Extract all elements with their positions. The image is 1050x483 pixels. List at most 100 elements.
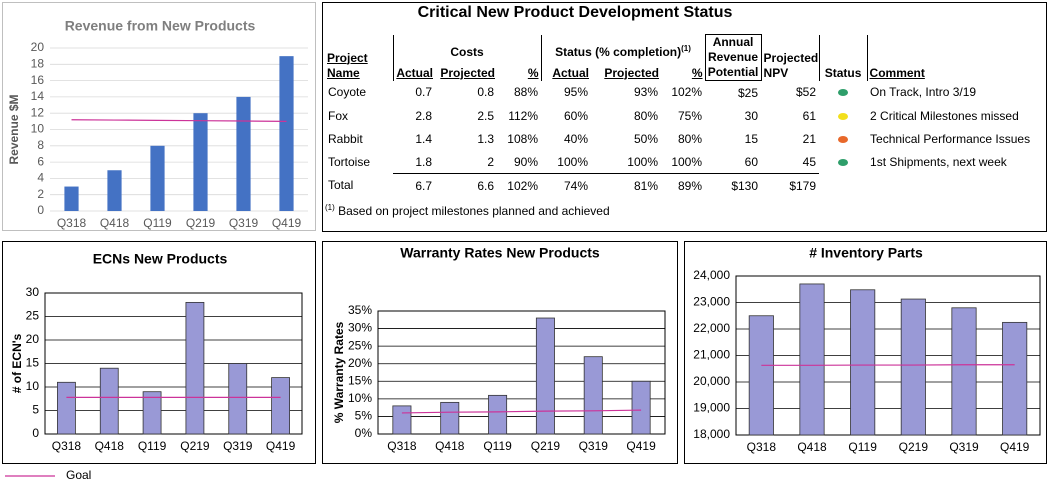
status-dot bbox=[838, 89, 849, 97]
y-tick-label: 10 bbox=[31, 122, 45, 136]
project-name: Tortoise bbox=[328, 154, 371, 169]
bar bbox=[1002, 321, 1028, 436]
sub-header: % bbox=[691, 65, 703, 80]
table-title: Critical New Product Development Status bbox=[417, 4, 733, 21]
total-cell: 102% bbox=[497, 173, 541, 197]
total-row: Total 6.7 6.6 102% 74% 81% 89% $130 $179 bbox=[325, 173, 1045, 197]
y-tick-label: 12 bbox=[31, 105, 45, 119]
total-cell: 89% bbox=[661, 173, 706, 197]
comment: On Track, Intro 3/19 bbox=[870, 85, 977, 100]
x-tick-label: Q219 bbox=[186, 216, 216, 230]
sub-header: % bbox=[527, 65, 539, 80]
y-tick-label: 14 bbox=[31, 89, 45, 103]
x-tick-label: Q219 bbox=[899, 440, 929, 454]
header: Project Name bbox=[327, 50, 368, 80]
cell: 2 bbox=[487, 154, 494, 169]
cell: 45 bbox=[802, 154, 817, 169]
bar bbox=[535, 317, 555, 435]
bar bbox=[142, 391, 162, 435]
table-row: Coyote 0.7 0.8 88% 95% 93% 102% $25 $52 On Track,… bbox=[325, 81, 1045, 105]
cell: 108% bbox=[507, 131, 538, 146]
y-tick-label: 20 bbox=[26, 332, 40, 346]
cell: 1.3 bbox=[477, 131, 494, 146]
footnote-ref: (1) bbox=[681, 44, 691, 54]
project-name: Rabbit bbox=[328, 131, 363, 146]
x-tick-label: Q318 bbox=[747, 440, 777, 454]
cell: 75% bbox=[678, 108, 703, 123]
bar bbox=[440, 401, 460, 435]
cell: 112% bbox=[508, 108, 538, 123]
chart-title: Warranty Rates New Products bbox=[400, 245, 600, 261]
y-tick-label: 0 bbox=[37, 203, 44, 217]
panel bbox=[2, 241, 316, 464]
panel bbox=[322, 241, 678, 464]
sub-header: Actual bbox=[392, 60, 435, 81]
status-table-panel: Critical New Product Development Status … bbox=[325, 4, 1046, 218]
project-name: Coyote bbox=[328, 85, 367, 100]
x-tick-label: Q219 bbox=[531, 439, 561, 453]
header: Status bbox=[818, 34, 868, 81]
y-tick-label: 8 bbox=[37, 138, 44, 152]
header: Annual Revenue Potential bbox=[704, 34, 762, 81]
chart-title: # Inventory Parts bbox=[809, 245, 923, 261]
header: Status (% completion)(1) bbox=[540, 34, 706, 61]
panel bbox=[2, 2, 316, 231]
total-cell: Total bbox=[328, 178, 354, 193]
x-tick-label: Q419 bbox=[266, 439, 296, 453]
cell: 93% bbox=[633, 85, 658, 100]
bar bbox=[64, 186, 79, 211]
y-tick-label: 22,000 bbox=[693, 321, 730, 335]
bar bbox=[799, 283, 825, 436]
y-axis-label: Revenue $M bbox=[7, 94, 21, 164]
y-tick-label: 0 bbox=[32, 426, 39, 440]
project-name: Fox bbox=[328, 108, 349, 123]
x-tick-label: Q318 bbox=[57, 216, 87, 230]
cell: 1.8 bbox=[415, 154, 432, 169]
y-tick-label: 20% bbox=[348, 356, 372, 370]
bar bbox=[392, 405, 412, 435]
x-tick-label: Q319 bbox=[223, 439, 253, 453]
x-tick-label: Q418 bbox=[797, 440, 827, 454]
chart-title: Revenue from New Products bbox=[65, 18, 256, 34]
bar bbox=[631, 380, 651, 435]
y-tick-label: 25 bbox=[26, 309, 40, 323]
header: Costs bbox=[392, 34, 541, 61]
bar bbox=[748, 315, 774, 436]
table-row: Rabbit 1.4 1.3 108% 40% 50% 80% 15 21 Technical P… bbox=[325, 127, 1045, 150]
bar bbox=[228, 363, 248, 435]
cell: 50% bbox=[633, 131, 658, 146]
cell: 1.4 bbox=[415, 131, 432, 146]
y-tick-label: 4 bbox=[37, 171, 44, 185]
y-tick-label: 2 bbox=[37, 187, 44, 201]
sub-header: Projected bbox=[440, 65, 495, 80]
total-cell: 74% bbox=[541, 173, 591, 197]
y-tick-label: 20 bbox=[31, 40, 45, 54]
panel bbox=[684, 241, 1047, 464]
x-tick-label: Q418 bbox=[435, 439, 465, 453]
x-tick-label: Q418 bbox=[100, 216, 130, 230]
bar bbox=[185, 301, 205, 435]
x-tick-label: Q318 bbox=[387, 439, 417, 453]
y-tick-label: 23,000 bbox=[693, 295, 730, 309]
bar bbox=[99, 367, 119, 435]
cell: 88% bbox=[513, 85, 538, 100]
status-dot bbox=[838, 112, 849, 120]
cell: 80% bbox=[633, 108, 658, 123]
footnote-text: Based on project milestones planned and … bbox=[338, 204, 610, 218]
cell: 30 bbox=[744, 108, 759, 123]
total-cell: 6.6 bbox=[435, 173, 497, 197]
y-tick-label: 30% bbox=[348, 321, 372, 335]
cell: 21 bbox=[802, 131, 817, 146]
x-tick-label: Q119 bbox=[143, 216, 172, 230]
y-tick-label: 0% bbox=[355, 426, 373, 440]
cell: 60% bbox=[563, 108, 588, 123]
bar bbox=[107, 170, 122, 211]
status-table: Project Name Costs Status (% completion)… bbox=[325, 34, 1046, 197]
y-tick-label: 18 bbox=[31, 56, 45, 70]
status-cell bbox=[819, 104, 867, 127]
cell: $52 bbox=[796, 85, 817, 100]
y-axis-label: # of ECN's bbox=[10, 333, 24, 393]
cell: 2.5 bbox=[477, 108, 494, 123]
status-dot bbox=[838, 135, 849, 143]
